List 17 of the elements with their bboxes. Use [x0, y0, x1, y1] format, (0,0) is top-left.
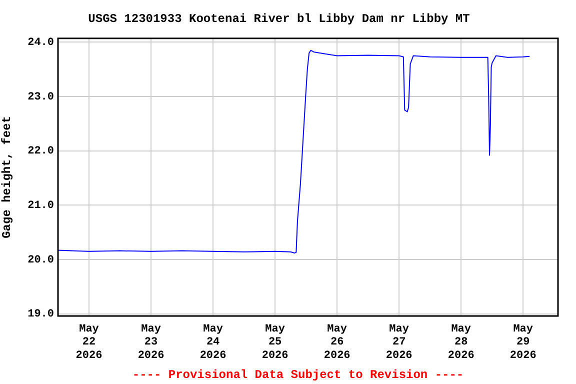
y-tick-label: 19.0: [28, 308, 54, 321]
y-tick-label: 23.0: [28, 91, 54, 104]
y-tick-label: 24.0: [28, 36, 54, 49]
text: ---- Provisional Data Subject to Revision ----: [132, 368, 464, 382]
y-axis-title: Gage height, feet: [0, 116, 14, 238]
chart-title: USGS 12301933 Kootenai River bl Libby Dam nr Libby MT: [88, 12, 470, 26]
x-tick-label: May 26 2026: [324, 323, 350, 362]
y-tick-label: 21.0: [28, 200, 54, 212]
x-tick-label: May 22 2026: [76, 323, 102, 362]
x-tick-label: May 28 2026: [448, 323, 474, 362]
x-tick-label: May 24 2026: [200, 323, 226, 362]
x-tick-label: May 29 2026: [510, 323, 536, 362]
x-tick-label: May 25 2026: [262, 323, 288, 362]
x-tick-label: May 27 2026: [386, 323, 412, 362]
x-tick-label: May 23 2026: [138, 323, 164, 362]
y-tick-label: 20.0: [28, 254, 54, 266]
y-tick-label: 22.0: [28, 146, 54, 158]
